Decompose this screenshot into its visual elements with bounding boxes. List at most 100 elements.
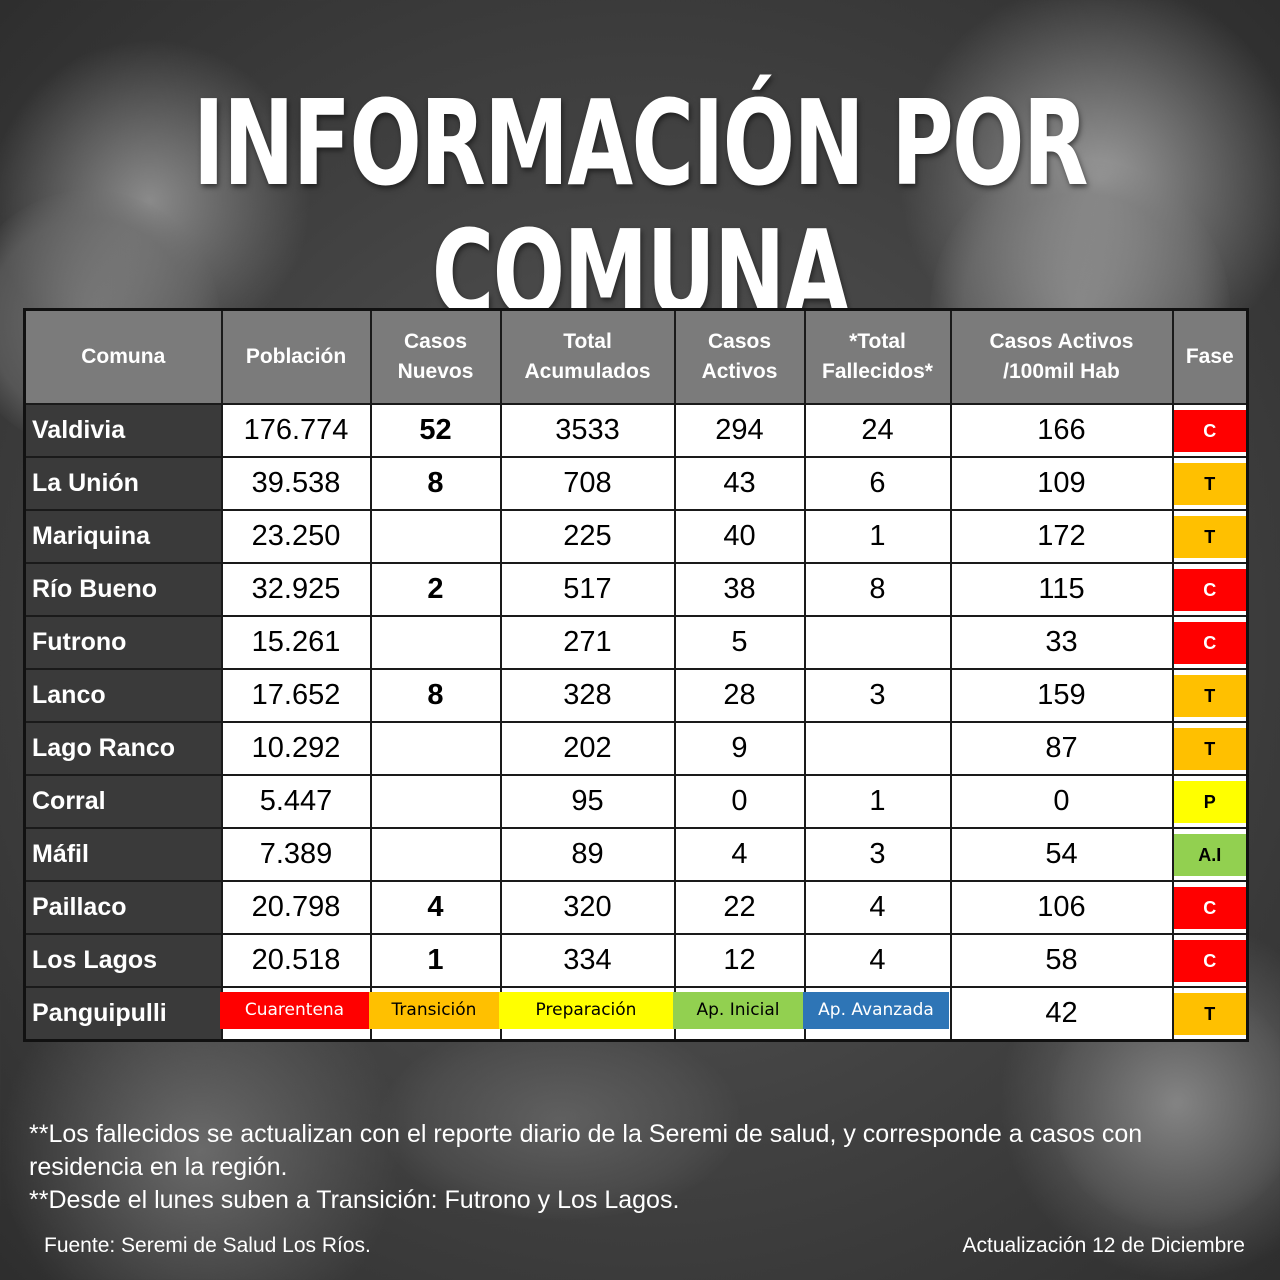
- cell-por100mil: 172: [949, 509, 1174, 564]
- cell-comuna: Valdivia: [23, 403, 223, 458]
- cell-poblacion: 17.652: [220, 668, 372, 723]
- table-row: Máfil 7.389 89 4 3 54 A.I: [23, 827, 1249, 882]
- table-header-row: Comuna Población Casos Nuevos Total Acum…: [23, 308, 1249, 405]
- column-header-casos-nuevos: Casos Nuevos: [369, 308, 502, 405]
- cell-comuna: Corral: [23, 774, 223, 829]
- cell-activos: 40: [673, 509, 806, 564]
- cell-fallecidos: 3: [803, 668, 952, 723]
- cell-activos: 12: [673, 933, 806, 988]
- cell-fase: C: [1171, 615, 1249, 670]
- phase-legend: Cuarentena Transición Preparación Ap. In…: [220, 992, 949, 1029]
- cell-por100mil: 54: [949, 827, 1174, 882]
- cell-por100mil: 115: [949, 562, 1174, 617]
- cell-comuna: Río Bueno: [23, 562, 223, 617]
- cell-poblacion: 32.925: [220, 562, 372, 617]
- cell-acumulados: 95: [499, 774, 676, 829]
- cell-acumulados: 320: [499, 880, 676, 935]
- cell-nuevos: [369, 721, 502, 776]
- column-header-fase: Fase: [1171, 308, 1249, 405]
- cell-comuna: Panguipulli: [23, 986, 223, 1042]
- cell-poblacion: 23.250: [220, 509, 372, 564]
- cell-comuna: Paillaco: [23, 880, 223, 935]
- page-title: INFORMACIÓN POR COMUNA: [193, 74, 1088, 342]
- cell-por100mil: 159: [949, 668, 1174, 723]
- cell-por100mil: 33: [949, 615, 1174, 670]
- cell-acumulados: 517: [499, 562, 676, 617]
- footnotes: **Los fallecidos se actualizan con el re…: [29, 1118, 1229, 1217]
- cell-por100mil: 87: [949, 721, 1174, 776]
- cell-fase: P: [1171, 774, 1249, 829]
- cell-nuevos: [369, 615, 502, 670]
- cell-acumulados: 708: [499, 456, 676, 511]
- cell-activos: 5: [673, 615, 806, 670]
- cell-fallecidos: 4: [803, 933, 952, 988]
- fase-badge: C: [1173, 621, 1246, 664]
- cell-por100mil: 106: [949, 880, 1174, 935]
- cell-poblacion: 20.518: [220, 933, 372, 988]
- fase-badge: T: [1173, 674, 1246, 717]
- cell-comuna: Lanco: [23, 668, 223, 723]
- cell-acumulados: 3533: [499, 403, 676, 458]
- cell-fallecidos: 3: [803, 827, 952, 882]
- cell-por100mil: 166: [949, 403, 1174, 458]
- cell-acumulados: 89: [499, 827, 676, 882]
- fase-badge: T: [1173, 462, 1246, 505]
- cell-fallecidos: [803, 721, 952, 776]
- cell-acumulados: 271: [499, 615, 676, 670]
- legend-item-ap-inicial: Ap. Inicial: [673, 992, 803, 1029]
- fase-badge: C: [1173, 409, 1246, 452]
- cell-nuevos: 1: [369, 933, 502, 988]
- table-row: Futrono 15.261 271 5 33 C: [23, 615, 1249, 670]
- cell-nuevos: 4: [369, 880, 502, 935]
- cell-por100mil: 109: [949, 456, 1174, 511]
- column-header-casos-activos-100mil: Casos Activos /100mil Hab: [949, 308, 1174, 405]
- cell-fase: T: [1171, 668, 1249, 723]
- cell-nuevos: 8: [369, 456, 502, 511]
- cell-fase: A.I: [1171, 827, 1249, 882]
- cell-nuevos: 52: [369, 403, 502, 458]
- cell-por100mil: 42: [949, 986, 1174, 1042]
- table-row: Río Bueno 32.925 2 517 38 8 115 C: [23, 562, 1249, 617]
- cell-activos: 0: [673, 774, 806, 829]
- fase-badge: C: [1173, 939, 1246, 982]
- cell-nuevos: 8: [369, 668, 502, 723]
- cell-nuevos: [369, 827, 502, 882]
- cell-fallecidos: 1: [803, 774, 952, 829]
- table-row: Lanco 17.652 8 328 28 3 159 T: [23, 668, 1249, 723]
- cell-comuna: Los Lagos: [23, 933, 223, 988]
- cell-acumulados: 328: [499, 668, 676, 723]
- cell-comuna: Futrono: [23, 615, 223, 670]
- cell-fase: T: [1171, 986, 1249, 1042]
- cell-acumulados: 225: [499, 509, 676, 564]
- fase-badge: C: [1173, 568, 1246, 611]
- cell-activos: 22: [673, 880, 806, 935]
- cell-nuevos: 2: [369, 562, 502, 617]
- table-row: Valdivia 176.774 52 3533 294 24 166 C: [23, 403, 1249, 458]
- cell-poblacion: 15.261: [220, 615, 372, 670]
- fase-badge: T: [1173, 992, 1246, 1035]
- cell-fallecidos: [803, 615, 952, 670]
- cell-fase: C: [1171, 880, 1249, 935]
- table-row: Paillaco 20.798 4 320 22 4 106 C: [23, 880, 1249, 935]
- fase-badge: P: [1173, 780, 1246, 823]
- column-header-comuna: Comuna: [23, 308, 223, 405]
- update-date: Actualización 12 de Diciembre: [962, 1234, 1245, 1257]
- fase-badge: T: [1173, 515, 1246, 558]
- cell-comuna: La Unión: [23, 456, 223, 511]
- cell-nuevos: [369, 774, 502, 829]
- column-header-poblacion: Población: [220, 308, 372, 405]
- fase-badge: A.I: [1173, 833, 1246, 876]
- cell-fase: T: [1171, 456, 1249, 511]
- cell-activos: 4: [673, 827, 806, 882]
- comuna-table: Comuna Población Casos Nuevos Total Acum…: [23, 308, 1249, 1042]
- footnote-transicion: **Desde el lunes suben a Transición: Fut…: [29, 1186, 680, 1214]
- cell-fallecidos: 6: [803, 456, 952, 511]
- legend-item-cuarentena: Cuarentena: [220, 992, 369, 1029]
- cell-fallecidos: 4: [803, 880, 952, 935]
- cell-fase: C: [1171, 403, 1249, 458]
- cell-fallecidos: 24: [803, 403, 952, 458]
- fase-badge: T: [1173, 727, 1246, 770]
- table-row: Mariquina 23.250 225 40 1 172 T: [23, 509, 1249, 564]
- cell-poblacion: 176.774: [220, 403, 372, 458]
- cell-fase: C: [1171, 933, 1249, 988]
